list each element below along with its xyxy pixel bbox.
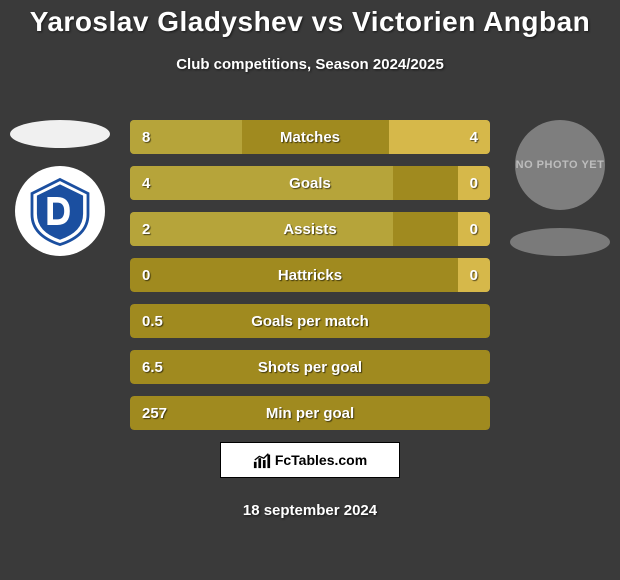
row-content: 0.5Goals per match (130, 304, 490, 338)
stat-label: Hattricks (130, 267, 490, 284)
stat-label: Min per goal (130, 405, 490, 422)
stat-row: 0Hattricks0 (130, 258, 490, 292)
fctables-badge[interactable]: FcTables.com (220, 442, 400, 478)
date-label: 18 september 2024 (0, 502, 620, 519)
left-player-badge (15, 166, 105, 256)
stat-row: 257Min per goal (130, 396, 490, 430)
dynamo-moscow-crest-icon (25, 176, 95, 246)
stat-label: Shots per goal (130, 359, 490, 376)
no-photo-label: NO PHOTO YET (516, 159, 605, 171)
row-content: 6.5Shots per goal (130, 350, 490, 384)
row-content: 2Assists0 (130, 212, 490, 246)
row-content: 257Min per goal (130, 396, 490, 430)
left-ellipse (10, 120, 110, 148)
stat-row: 4Goals0 (130, 166, 490, 200)
fctables-logo-icon (253, 451, 271, 469)
stat-row: 8Matches4 (130, 120, 490, 154)
row-content: 4Goals0 (130, 166, 490, 200)
stat-label: Goals per match (130, 313, 490, 330)
stat-row: 6.5Shots per goal (130, 350, 490, 384)
right-player-badge: NO PHOTO YET (515, 120, 605, 210)
row-content: 8Matches4 (130, 120, 490, 154)
stat-label: Goals (130, 175, 490, 192)
right-ellipse (510, 228, 610, 256)
stat-row: 0.5Goals per match (130, 304, 490, 338)
fctables-label: FcTables.com (275, 452, 367, 468)
row-content: 0Hattricks0 (130, 258, 490, 292)
page-title: Yaroslav Gladyshev vs Victorien Angban (0, 0, 620, 38)
stat-row: 2Assists0 (130, 212, 490, 246)
subtitle: Club competitions, Season 2024/2025 (0, 56, 620, 73)
right-player-col: NO PHOTO YET (505, 120, 615, 256)
stats-rows: 8Matches4 4Goals0 2Assists0 0Hattricks0 0.5G… (130, 120, 490, 442)
left-player-col (5, 120, 115, 256)
stat-label: Matches (130, 129, 490, 146)
stat-label: Assists (130, 221, 490, 238)
